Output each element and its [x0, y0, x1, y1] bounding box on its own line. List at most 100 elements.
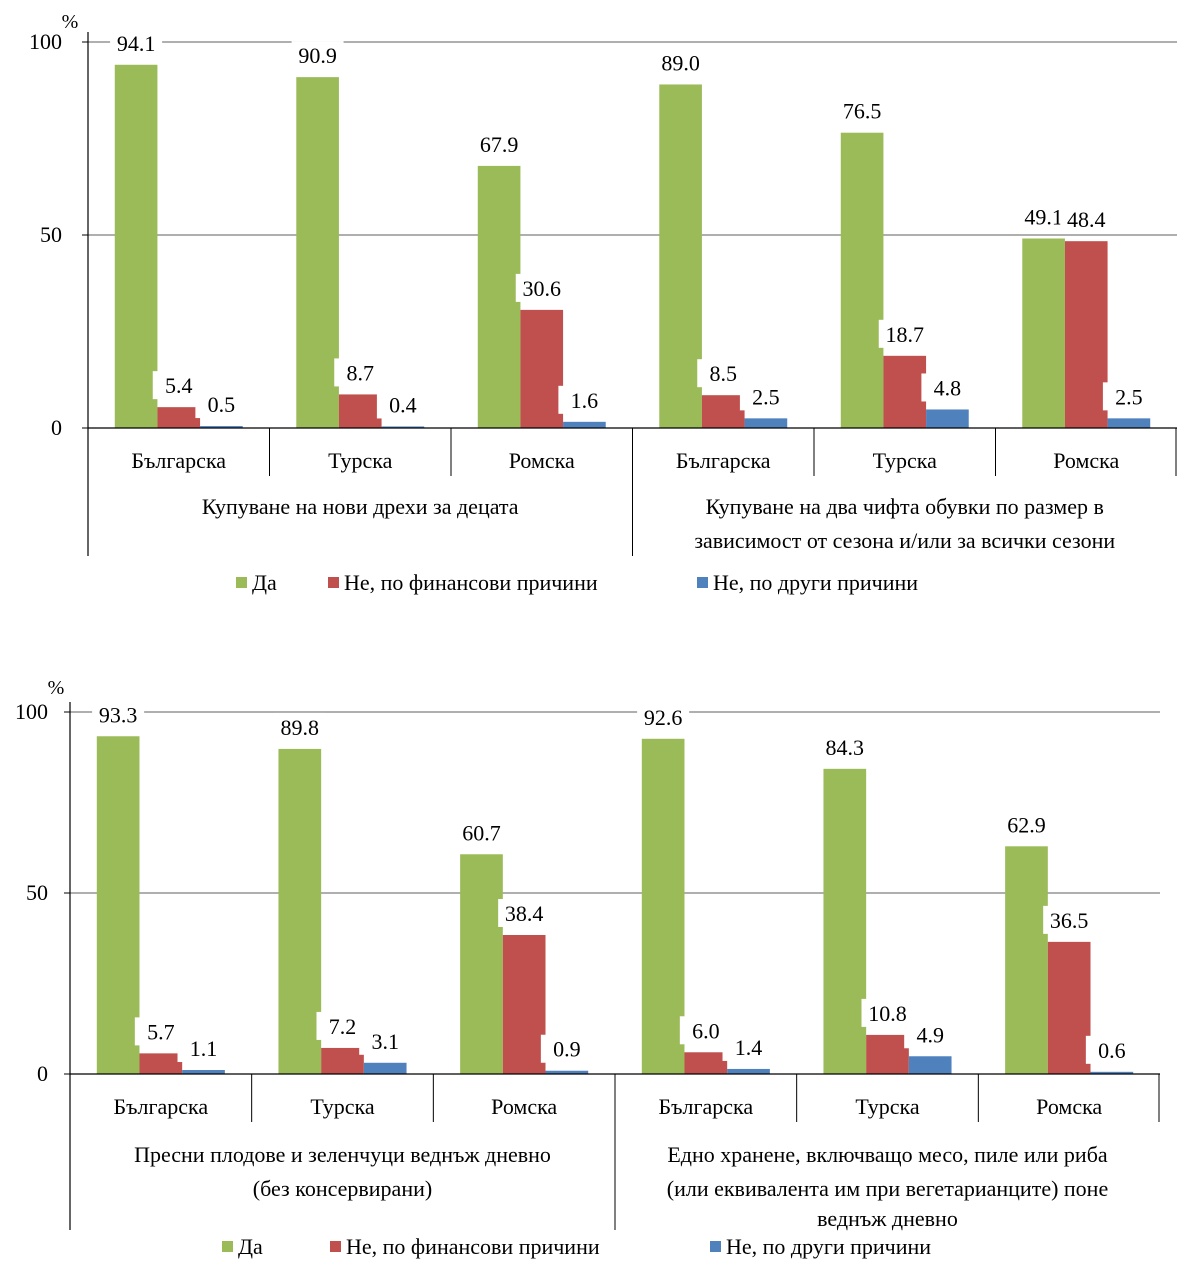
data-label: 62.9 — [1007, 812, 1046, 837]
category-label: Турска — [855, 1094, 919, 1119]
data-label: 1.1 — [190, 1036, 218, 1061]
bar-не-по-други-причини — [545, 1070, 589, 1074]
data-label: 2.5 — [752, 384, 780, 409]
bar-не-по-финансови-причини — [502, 934, 546, 1074]
category-label: Българска — [676, 448, 771, 473]
group-label: Купуване на два чифта обувки по размер в… — [694, 494, 1115, 553]
group-label: Купуване на нови дрехи за децата — [202, 494, 519, 519]
y-tick-label: 50 — [40, 222, 62, 247]
y-tick-label: 50 — [26, 880, 48, 905]
data-label: 0.9 — [553, 1037, 581, 1062]
y-tick-label: 0 — [37, 1061, 48, 1086]
category-label: Българска — [131, 448, 226, 473]
group-label-line: Пресни плодове и зеленчуци веднъж дневно — [134, 1142, 551, 1167]
bar-не-по-финансови-причини — [321, 1047, 364, 1074]
data-label-background — [376, 390, 429, 419]
data-label-background — [540, 1034, 593, 1063]
data-label: 36.5 — [1050, 908, 1089, 933]
y-unit-label: % — [62, 11, 79, 33]
data-label: 60.7 — [462, 820, 501, 845]
legend-label: Да — [252, 570, 277, 595]
bar-да — [1005, 846, 1048, 1074]
bar-не-по-финансови-причини — [883, 355, 927, 428]
group-label-line: Едно хранене, включващо месо, пиле или р… — [667, 1142, 1108, 1167]
data-label-background — [273, 712, 326, 741]
group-label-line: Купуване на нови дрехи за децата — [202, 494, 519, 519]
group-label: Пресни плодове и зеленчуци веднъж дневно… — [134, 1142, 551, 1201]
data-label: 8.7 — [347, 360, 375, 385]
data-label: 89.0 — [661, 50, 700, 75]
category-label: Българска — [658, 1094, 753, 1119]
legend-label: Не, по финансови причини — [344, 570, 598, 595]
bar-не-по-финансови-причини — [684, 1052, 728, 1074]
y-tick-label: 0 — [51, 415, 62, 440]
bar-не-по-финансови-причини — [866, 1034, 909, 1074]
data-label-background — [1060, 205, 1113, 234]
data-label-background — [177, 1034, 230, 1063]
group-label-line: (без консервирани) — [253, 1176, 432, 1201]
y-tick-label: 100 — [29, 29, 62, 54]
data-label: 10.8 — [868, 1001, 907, 1026]
bar-да — [296, 77, 339, 428]
bar-да — [641, 738, 685, 1074]
bar-да — [840, 132, 884, 428]
data-label: 0.4 — [389, 392, 417, 417]
data-label: 4.8 — [934, 375, 962, 400]
legend-swatch — [328, 577, 339, 588]
y-tick-label: 100 — [15, 699, 48, 724]
bar-да — [1022, 238, 1065, 428]
data-label: 49.1 — [1024, 204, 1063, 229]
data-label-background — [878, 319, 931, 348]
bar-не-по-финансови-причини — [701, 395, 745, 428]
category-label: Ромска — [1053, 448, 1119, 473]
data-label: 4.9 — [916, 1022, 944, 1047]
legend-swatch — [236, 577, 247, 588]
category-label: Турска — [310, 1094, 374, 1119]
bar-не-по-други-причини — [381, 426, 425, 428]
bar-да — [460, 854, 503, 1074]
category-label: Ромска — [1036, 1094, 1102, 1119]
data-label: 5.4 — [165, 373, 193, 398]
data-label: 84.3 — [826, 735, 865, 760]
data-label: 7.2 — [329, 1014, 357, 1039]
data-label: 90.9 — [298, 43, 337, 68]
category-label: Турска — [328, 448, 392, 473]
data-label-background — [904, 1020, 957, 1049]
data-label-background — [291, 41, 344, 70]
data-label-background — [92, 700, 145, 729]
data-label: 30.6 — [523, 276, 562, 301]
data-label: 6.0 — [692, 1018, 720, 1043]
legend-swatch — [710, 1241, 721, 1252]
bar-не-по-финансови-причини — [338, 394, 382, 428]
bar-не-по-други-причини — [744, 418, 788, 428]
data-label: 8.5 — [710, 361, 738, 386]
bar-да — [96, 736, 140, 1074]
bar-не-по-други-причини — [1107, 418, 1151, 428]
data-label-background — [498, 898, 551, 927]
data-label-background — [334, 358, 387, 387]
bar-не-по-други-причини — [727, 1068, 770, 1074]
group-label-line: Купуване на два чифта обувки по размер в — [706, 494, 1104, 519]
bar-не-по-други-причини — [363, 1062, 407, 1074]
data-label-background — [654, 48, 707, 77]
bar-не-по-други-причини — [200, 426, 243, 428]
legend-label: Не, по други причини — [713, 570, 918, 595]
data-label-background — [818, 732, 871, 761]
bar-да — [659, 84, 702, 429]
data-label-background — [515, 273, 568, 302]
legend-label: Не, по финансови причини — [346, 1234, 600, 1259]
data-label: 1.6 — [571, 388, 599, 413]
data-label-background — [836, 96, 889, 125]
data-label: 94.1 — [117, 31, 156, 56]
category-label: Ромска — [491, 1094, 557, 1119]
bar-не-по-финансови-причини — [1047, 941, 1091, 1074]
legend-swatch — [697, 577, 708, 588]
bar-да — [823, 768, 867, 1074]
group-label-line: (или еквивалента им при вегетарианците) … — [667, 1176, 1108, 1201]
data-label-background — [921, 373, 974, 402]
data-label: 5.7 — [147, 1019, 175, 1044]
data-label: 3.1 — [371, 1029, 399, 1054]
data-label-background — [359, 1026, 412, 1055]
bar-не-по-други-причини — [563, 421, 606, 428]
